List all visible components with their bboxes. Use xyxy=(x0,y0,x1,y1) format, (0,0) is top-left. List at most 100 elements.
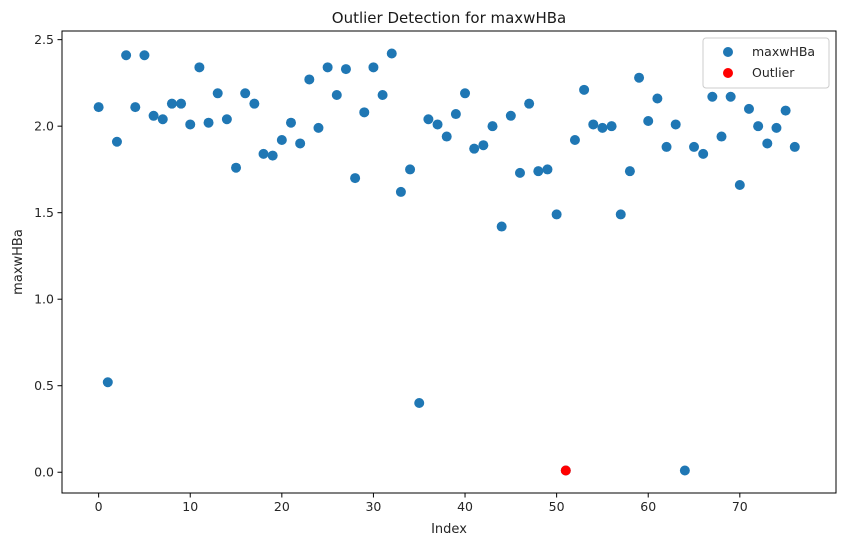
y-tick-label: 1.5 xyxy=(34,205,54,220)
data-point xyxy=(157,114,168,125)
data-point xyxy=(478,140,489,151)
data-point xyxy=(111,136,122,147)
data-point xyxy=(340,64,351,75)
data-point xyxy=(661,141,672,152)
data-point xyxy=(588,119,599,130)
data-point xyxy=(597,122,608,133)
x-tick-label: 70 xyxy=(732,499,748,514)
data-point xyxy=(212,88,223,99)
data-point xyxy=(689,141,700,152)
data-point xyxy=(441,131,452,142)
data-point xyxy=(514,167,525,178)
x-tick-label: 50 xyxy=(549,499,565,514)
legend-marker-maxwhba xyxy=(723,47,733,57)
data-point xyxy=(221,114,232,125)
y-tick-label: 0.0 xyxy=(34,465,54,480)
x-tick-label: 10 xyxy=(182,499,198,514)
data-point xyxy=(267,150,278,161)
data-point xyxy=(487,121,498,132)
data-point xyxy=(505,110,516,121)
data-point xyxy=(460,88,471,99)
data-point xyxy=(634,72,645,83)
data-point xyxy=(166,98,177,109)
data-point xyxy=(762,138,773,149)
data-point xyxy=(551,209,562,220)
chart-title: Outlier Detection for maxwHBa xyxy=(332,9,566,27)
data-point xyxy=(670,119,681,130)
data-points xyxy=(93,48,800,476)
data-point xyxy=(240,88,251,99)
data-point xyxy=(734,180,745,190)
data-point xyxy=(194,62,205,73)
data-point xyxy=(276,135,287,146)
data-point xyxy=(780,105,791,116)
x-tick-label: 20 xyxy=(274,499,290,514)
data-point xyxy=(450,109,461,120)
data-point xyxy=(405,164,416,175)
data-point xyxy=(185,119,196,130)
x-tick-label: 30 xyxy=(365,499,381,514)
outlier-point xyxy=(560,465,571,476)
data-point xyxy=(368,62,379,73)
legend-box xyxy=(702,37,830,89)
x-tick-label: 60 xyxy=(640,499,656,514)
y-tick-label: 1.0 xyxy=(34,292,54,307)
data-point xyxy=(725,91,736,102)
data-point xyxy=(615,209,626,220)
data-point xyxy=(93,102,104,113)
data-point xyxy=(533,166,544,177)
legend-label-outlier: Outlier xyxy=(752,65,795,80)
x-axis: 0 10 20 30 40 50 60 70 xyxy=(95,493,748,514)
data-point xyxy=(331,90,342,101)
x-axis-label: Index xyxy=(431,522,467,537)
x-tick-label: 40 xyxy=(457,499,473,514)
data-point xyxy=(377,90,388,101)
data-point xyxy=(524,98,535,109)
y-tick-label: 2.5 xyxy=(34,32,54,47)
data-point xyxy=(102,377,113,388)
data-point xyxy=(679,465,690,476)
data-point xyxy=(304,74,315,85)
data-point xyxy=(395,186,406,197)
data-point xyxy=(579,84,590,95)
y-axis: 0.0 0.5 1.0 1.5 2.0 2.5 xyxy=(34,32,62,480)
data-point xyxy=(569,135,580,146)
y-axis-label: maxwHBa xyxy=(11,229,26,295)
data-point xyxy=(258,148,269,159)
data-point xyxy=(249,98,260,109)
data-point xyxy=(386,48,397,59)
data-point xyxy=(350,173,361,184)
legend-label-maxwhba: maxwHBa xyxy=(752,44,815,59)
data-point xyxy=(322,62,333,73)
data-point xyxy=(716,131,727,142)
data-point xyxy=(139,50,150,61)
x-tick-label: 0 xyxy=(95,499,103,514)
data-point xyxy=(743,103,754,114)
data-point xyxy=(542,164,553,175)
data-point xyxy=(643,115,654,126)
data-point xyxy=(130,102,141,113)
data-point xyxy=(203,117,214,128)
data-point xyxy=(771,122,782,133)
data-point xyxy=(121,50,132,61)
data-point xyxy=(652,93,663,104)
legend-marker-outlier xyxy=(723,68,733,78)
data-point xyxy=(176,98,187,109)
data-point xyxy=(496,221,507,232)
data-point xyxy=(359,107,370,118)
data-point xyxy=(423,114,434,125)
data-point xyxy=(606,121,617,132)
data-point xyxy=(624,166,635,177)
data-point xyxy=(414,398,425,409)
data-point xyxy=(698,148,709,159)
data-point xyxy=(432,119,443,130)
data-point xyxy=(295,138,306,149)
data-point xyxy=(753,121,764,132)
data-point xyxy=(231,162,242,173)
data-point xyxy=(285,117,296,128)
legend: maxwHBa Outlier xyxy=(702,37,830,89)
data-point xyxy=(148,110,159,121)
data-point xyxy=(313,122,324,133)
data-point xyxy=(469,143,480,154)
y-tick-label: 2.0 xyxy=(34,119,54,134)
